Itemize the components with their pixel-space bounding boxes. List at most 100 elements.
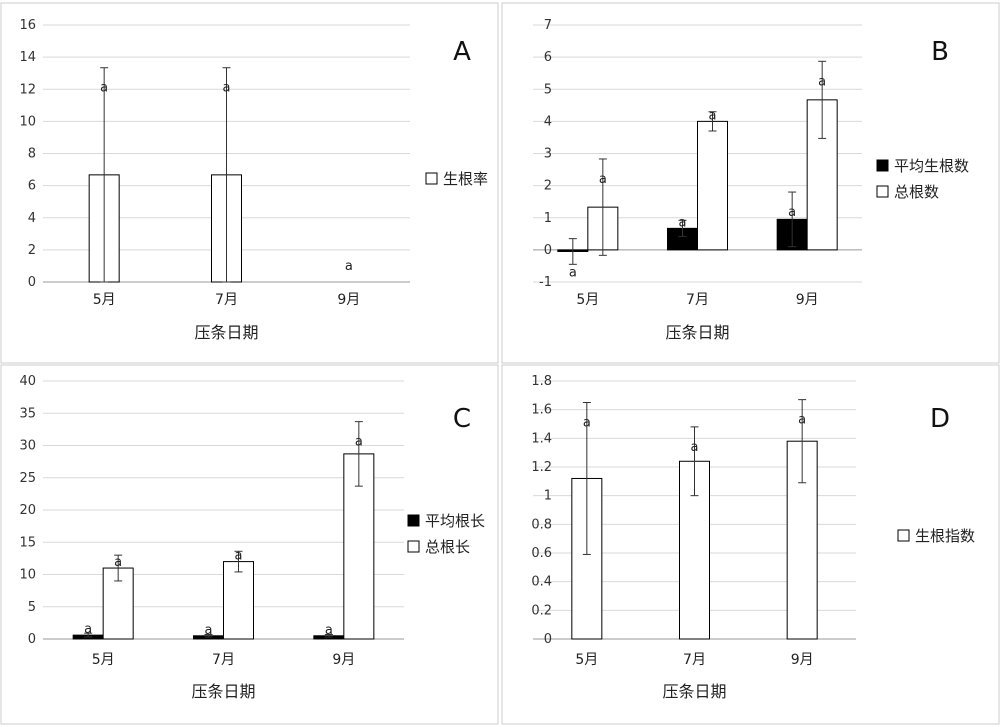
legend-swatch — [876, 159, 889, 172]
y-tick-label: 0 — [544, 243, 552, 258]
y-tick-label: 5 — [28, 600, 36, 615]
y-tick-label: 35 — [19, 406, 36, 421]
y-tick-label: 1.2 — [531, 460, 552, 475]
x-tick-label: 5月 — [92, 652, 115, 668]
legend-label: 总根长 — [425, 538, 470, 556]
y-tick-label: 5 — [544, 82, 552, 97]
y-tick-label: 0.2 — [531, 603, 552, 618]
legend-swatch — [407, 540, 420, 553]
legend-label: 平均根长 — [425, 512, 485, 530]
significance-label: a — [84, 622, 92, 637]
panel-border — [0, 2, 499, 364]
y-tick-label: 6 — [544, 50, 552, 65]
legend-swatch — [897, 529, 910, 542]
y-tick-label: 0.6 — [531, 546, 552, 561]
legend-label: 生根指数 — [915, 527, 975, 545]
x-tick-label: 9月 — [337, 292, 360, 308]
x-axis-title: 压条日期 — [191, 682, 255, 701]
y-tick-label: 3 — [544, 147, 552, 162]
y-tick-label: 10 — [19, 568, 36, 583]
significance-label: a — [345, 259, 353, 274]
y-tick-label: 0 — [28, 275, 36, 290]
panel-letter: C — [453, 404, 471, 434]
bar-c-s1-c2 — [343, 453, 375, 640]
y-tick-label: 4 — [544, 114, 552, 129]
x-tick-label: 5月 — [576, 292, 599, 308]
bar-d-s0-c2 — [786, 440, 818, 640]
y-tick-label: 40 — [19, 374, 36, 389]
significance-label: a — [691, 440, 699, 455]
x-axis-title: 压条日期 — [662, 682, 726, 701]
y-tick-label: 15 — [19, 535, 36, 550]
significance-label: a — [569, 265, 577, 280]
y-tick-label: 16 — [19, 18, 36, 33]
panel-letter: B — [931, 37, 949, 67]
significance-label: a — [235, 549, 243, 564]
legend-swatch — [876, 185, 889, 198]
y-tick-label: 10 — [19, 114, 36, 129]
y-tick-label: -1 — [539, 275, 552, 290]
significance-label: a — [679, 215, 687, 230]
significance-label: a — [788, 205, 796, 220]
y-tick-label: 8 — [28, 147, 36, 162]
x-axis-title: 压条日期 — [194, 323, 258, 342]
legend-swatch — [407, 514, 420, 527]
chart-panel-a: 0 2 4 6 8 10 12 14 16 5月 a 7月 a 9月 a 压条日期 A 生根率 — [0, 2, 499, 364]
panel-border — [501, 364, 1000, 725]
panel-border — [501, 2, 1000, 364]
y-tick-label: 0.4 — [531, 575, 552, 590]
significance-label: a — [798, 413, 806, 428]
x-tick-label: 7月 — [686, 292, 709, 308]
y-tick-label: 30 — [19, 439, 36, 454]
x-tick-label: 7月 — [212, 652, 235, 668]
x-axis-title: 压条日期 — [665, 323, 729, 342]
significance-label: a — [114, 555, 122, 570]
legend-label: 总根数 — [894, 183, 939, 201]
y-tick-label: 20 — [19, 503, 36, 518]
bar-b-s1-c1 — [697, 120, 728, 251]
significance-label: a — [583, 416, 591, 431]
significance-label: a — [818, 74, 826, 89]
x-tick-label: 9月 — [791, 652, 814, 668]
panel-letter: A — [453, 37, 471, 67]
legend-label: 平均生根数 — [894, 157, 969, 175]
significance-label: a — [223, 81, 231, 96]
y-tick-label: 14 — [19, 50, 36, 65]
x-tick-label: 7月 — [683, 652, 706, 668]
y-tick-label: 0 — [544, 632, 552, 647]
y-tick-label: 2 — [544, 179, 552, 194]
panel-border — [0, 364, 499, 725]
y-tick-label: 1 — [544, 489, 552, 504]
significance-label: a — [100, 81, 108, 96]
y-tick-label: 6 — [28, 179, 36, 194]
y-tick-label: 0 — [28, 632, 36, 647]
x-tick-label: 9月 — [332, 652, 355, 668]
y-tick-label: 7 — [544, 18, 552, 33]
significance-label: a — [205, 623, 213, 638]
y-tick-label: 1.6 — [531, 403, 552, 418]
significance-label: a — [599, 172, 607, 187]
y-tick-label: 2 — [28, 243, 36, 258]
legend-swatch — [425, 172, 438, 185]
x-tick-label: 9月 — [796, 292, 819, 308]
significance-label: a — [709, 108, 717, 123]
x-tick-label: 5月 — [575, 652, 598, 668]
x-tick-label: 7月 — [215, 292, 238, 308]
y-tick-label: 4 — [28, 211, 36, 226]
y-tick-label: 12 — [19, 82, 36, 97]
y-tick-label: 0.8 — [531, 517, 552, 532]
bar-c-s1-c1 — [223, 561, 254, 640]
y-tick-label: 25 — [19, 471, 36, 486]
panel-letter: D — [930, 404, 950, 434]
significance-label: a — [355, 435, 363, 450]
x-tick-label: 5月 — [93, 292, 116, 308]
significance-label: a — [325, 623, 333, 638]
y-tick-label: 1.4 — [531, 431, 552, 446]
chart-panel-d: 0 0.2 0.4 0.6 0.8 1 1.2 1.4 1.6 1.8 5月 a 7月 a 9月 a 压条日期 D… — [501, 364, 1000, 725]
y-tick-label: 1 — [544, 211, 552, 226]
y-tick-label: 1.8 — [531, 374, 552, 389]
legend-label: 生根率 — [443, 170, 488, 188]
